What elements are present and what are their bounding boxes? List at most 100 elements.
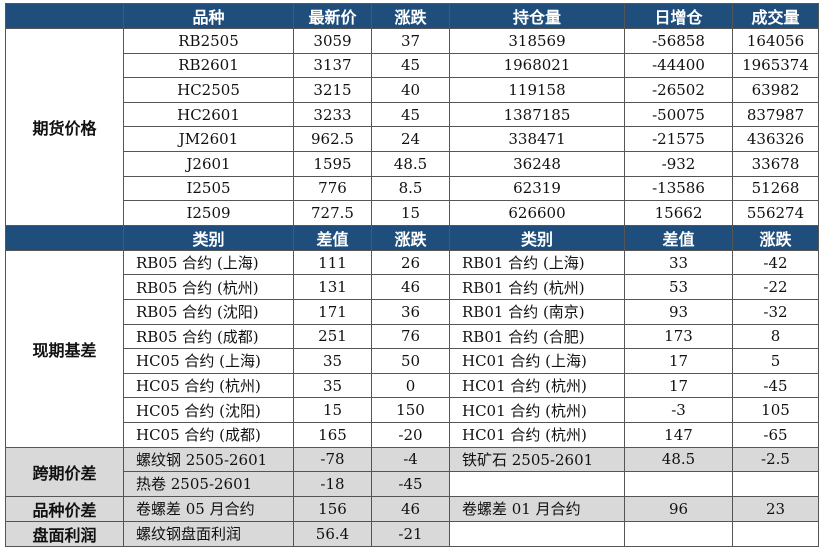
table-cell: HC2601 [123,101,294,128]
section-label: 跨期价差 [5,446,124,497]
table-row: 跨期价差 螺纹钢 2505-2601 -78 -4 铁矿石 2505-2601 48.5-… [5,446,819,497]
table-cell: 251 [293,323,372,350]
table-row: HC05 合约 (杭州) 35 0 HC01 合约 (杭州) 17 -45 [6,372,819,399]
table-cell: HC05 合约 (沈阳) [123,397,294,423]
table-cell: -21 [371,520,450,547]
table-cell: 626600 [449,200,625,226]
table-cell: RB01 合约 (南京) [449,298,625,325]
table-cell: 48.5 [371,150,450,177]
table-cell: 卷螺差 05 月合约 [123,495,294,522]
table-cell: RB01 合约 (上海) [449,249,625,276]
table-cell: -45 [732,372,819,399]
table-cell: 3233 [293,101,372,128]
table-cell: RB05 合约 (上海) [123,249,294,276]
table-cell: 8 [732,323,819,350]
table-cell: RB05 合约 (成都) [123,323,294,350]
table-cell: 156 [293,495,372,522]
table-cell: J2601 [123,150,294,177]
table-row: 热卷 2505-2601 -18 -45 [6,471,819,497]
column-header: 差值 [624,224,733,251]
table-cell: -32 [732,298,819,325]
table-cell: RB05 合约 (杭州) [123,274,294,300]
column-header: 类别 [123,224,294,251]
table-cell: 50 [371,348,450,374]
table-cell: 卷螺差 01 月合约 [449,495,625,522]
column-header: 涨跌 [371,3,450,29]
table-cell: 962.5 [293,126,372,152]
table-cell: 51268 [732,175,819,202]
market-data-table: 品种 最新价 涨跌 持仓量 日增仓 成交量 期货价格 RB2505 3059 37 318569 -5… [5,3,819,547]
table-cell: -50075 [624,101,733,128]
table-cell: 8.5 [371,175,450,202]
table-cell: RB2505 [123,28,294,54]
table-cell: 46 [371,495,450,522]
table-cell: RB2601 [123,52,294,79]
table-cell [732,471,819,497]
table-cell: 171 [293,298,372,325]
table-cell: 40 [371,77,450,103]
header-row: 品种 最新价 涨跌 持仓量 日增仓 成交量 [5,3,819,29]
column-header: 类别 [449,224,625,251]
table-row: 期货价格 RB2505 3059 37 318569 -56858 164056 [5,28,819,226]
table-cell: 164056 [732,28,819,54]
table-cell: 45 [371,101,450,128]
table-cell: I2509 [123,200,294,226]
table-cell: HC01 合约 (杭州) [449,421,625,448]
table-cell: 15662 [624,200,733,226]
table-cell: 3059 [293,28,372,54]
table-cell: 37 [371,28,450,54]
table-cell: -42 [732,249,819,276]
table-cell: 147 [624,421,733,448]
table-cell: 837987 [732,101,819,128]
table-row: J2601 1595 48.5 36248 -932 33678 [6,150,819,177]
table-cell: 436326 [732,126,819,152]
table-cell: -21575 [624,126,733,152]
column-header: 差值 [293,224,372,251]
table-cell: -932 [624,150,733,177]
table-cell: 15 [371,200,450,226]
section-label: 现期基差 [5,249,124,448]
table-cell: 0 [371,372,450,399]
table-cell: 铁矿石 2505-2601 [449,446,625,473]
table-cell: 45 [371,52,450,79]
table-cell: 36 [371,298,450,325]
table-cell: HC01 合约 (杭州) [449,372,625,399]
table-cell: 3137 [293,52,372,79]
table-row: RB2601 3137 45 1968021 -44400 1965374 [6,52,819,79]
table-cell: 33678 [732,150,819,177]
section-label: 盘面利润 [5,520,124,547]
table-cell: HC01 合约 (杭州) [449,397,625,423]
table-cell: -2.5 [732,446,819,473]
table-cell: 556274 [732,200,819,226]
table-cell: -26502 [624,77,733,103]
table-cell: RB01 合约 (合肥) [449,323,625,350]
table-row: 品种价差 卷螺差 05 月合约 156 46 卷螺差 01 月合约 96 23 [5,495,819,522]
table-cell: HC05 合约 (成都) [123,421,294,448]
table-cell: 96 [624,495,733,522]
table-row: I2509 727.5 15 626600 15662 556274 [6,200,819,226]
table-row: 现期基差 RB05 合约 (上海) 111 26 RB01 合约 (上海) 33 -42 [5,249,819,448]
column-header: 涨跌 [371,224,450,251]
table-cell: 48.5 [624,446,733,473]
table-cell: RB05 合约 (沈阳) [123,298,294,325]
table-cell: 1595 [293,150,372,177]
table-cell: 3215 [293,77,372,103]
column-header: 日增仓 [624,3,733,29]
table-cell: 螺纹钢盘面利润 [123,520,294,547]
table-cell: 1965374 [732,52,819,79]
table-cell: -56858 [624,28,733,54]
table-cell: HC2505 [123,77,294,103]
table-cell: 76 [371,323,450,350]
column-header: 最新价 [293,3,372,29]
table-cell: -44400 [624,52,733,79]
table-cell [624,520,733,547]
table-cell: 173 [624,323,733,350]
table-cell: -45 [371,471,450,497]
table-cell: -22 [732,274,819,300]
column-header: 持仓量 [449,3,625,29]
table-cell: 63982 [732,77,819,103]
table-cell [449,471,625,497]
column-header: 品种 [123,3,294,29]
column-header: 成交量 [732,3,819,29]
table-cell: 727.5 [293,200,372,226]
